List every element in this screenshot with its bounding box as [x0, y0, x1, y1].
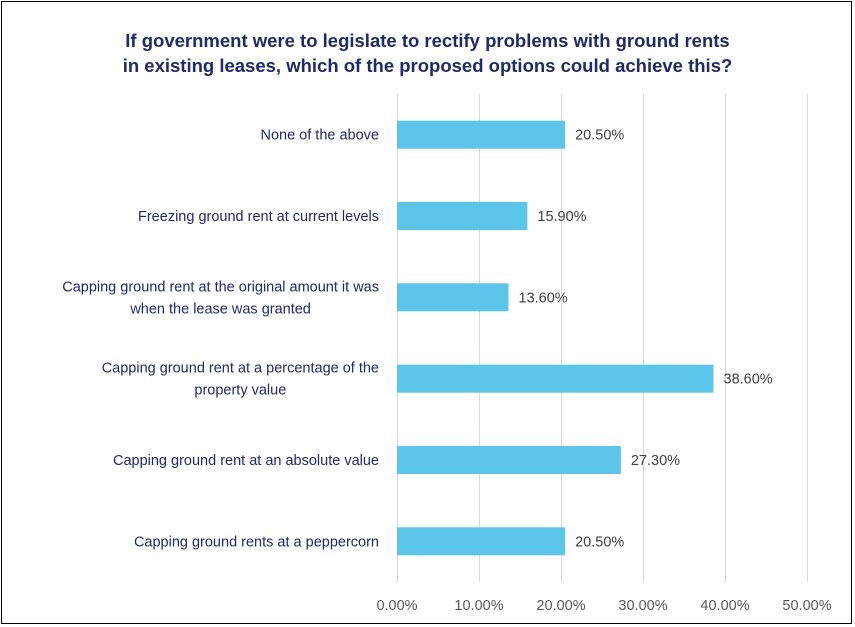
- value-label-2: 13.60%: [519, 290, 568, 306]
- bar-3: [397, 364, 714, 393]
- category-label-2: Capping ground rent at the original amou…: [62, 279, 379, 317]
- value-label-3: 38.60%: [724, 372, 773, 388]
- bar-2: [397, 283, 509, 312]
- category-label-3-line-0: Capping ground rent at a percentage of t…: [102, 361, 379, 377]
- category-label-2-line-1: when the lease was granted: [129, 301, 311, 317]
- category-label-1: Freezing ground rent at current levels: [138, 209, 379, 225]
- x-tick-label-2: 20.00%: [536, 598, 585, 614]
- x-tick-label-3: 30.00%: [618, 598, 667, 614]
- category-label-5-line-0: Capping ground rents at a peppercorn: [134, 534, 379, 550]
- value-label-1: 15.90%: [537, 209, 586, 225]
- category-label-4-line-0: Capping ground rent at an absolute value: [113, 453, 379, 469]
- bar-4: [397, 446, 621, 474]
- category-label-5: Capping ground rents at a peppercorn: [134, 534, 379, 550]
- x-tick-label-5: 50.00%: [782, 598, 831, 614]
- category-label-3-line-1: property value: [194, 383, 286, 399]
- value-label-4: 27.30%: [631, 453, 680, 469]
- value-label-5: 20.50%: [575, 534, 624, 550]
- x-tick-label-4: 40.00%: [700, 598, 749, 614]
- x-tick-label-1: 10.00%: [454, 598, 503, 614]
- category-label-2-line-0: Capping ground rent at the original amou…: [62, 279, 379, 295]
- category-label-1-line-0: Freezing ground rent at current levels: [138, 209, 379, 225]
- category-label-0: None of the above: [260, 128, 379, 144]
- bar-1: [397, 202, 528, 230]
- bar-5: [397, 527, 566, 556]
- category-label-0-line-0: None of the above: [260, 128, 379, 144]
- chart-title-line-1: If government were to legislate to recti…: [125, 30, 730, 51]
- bar-0: [397, 120, 566, 149]
- x-tick-label-0: 0.00%: [376, 598, 417, 614]
- chart-title-line-2: in existing leases, which of the propose…: [122, 55, 733, 76]
- value-label-0: 20.50%: [575, 128, 624, 144]
- category-label-3: Capping ground rent at a percentage of t…: [102, 361, 379, 399]
- category-label-4: Capping ground rent at an absolute value: [113, 453, 379, 469]
- chart-title: If government were to legislate to recti…: [0, 28, 855, 78]
